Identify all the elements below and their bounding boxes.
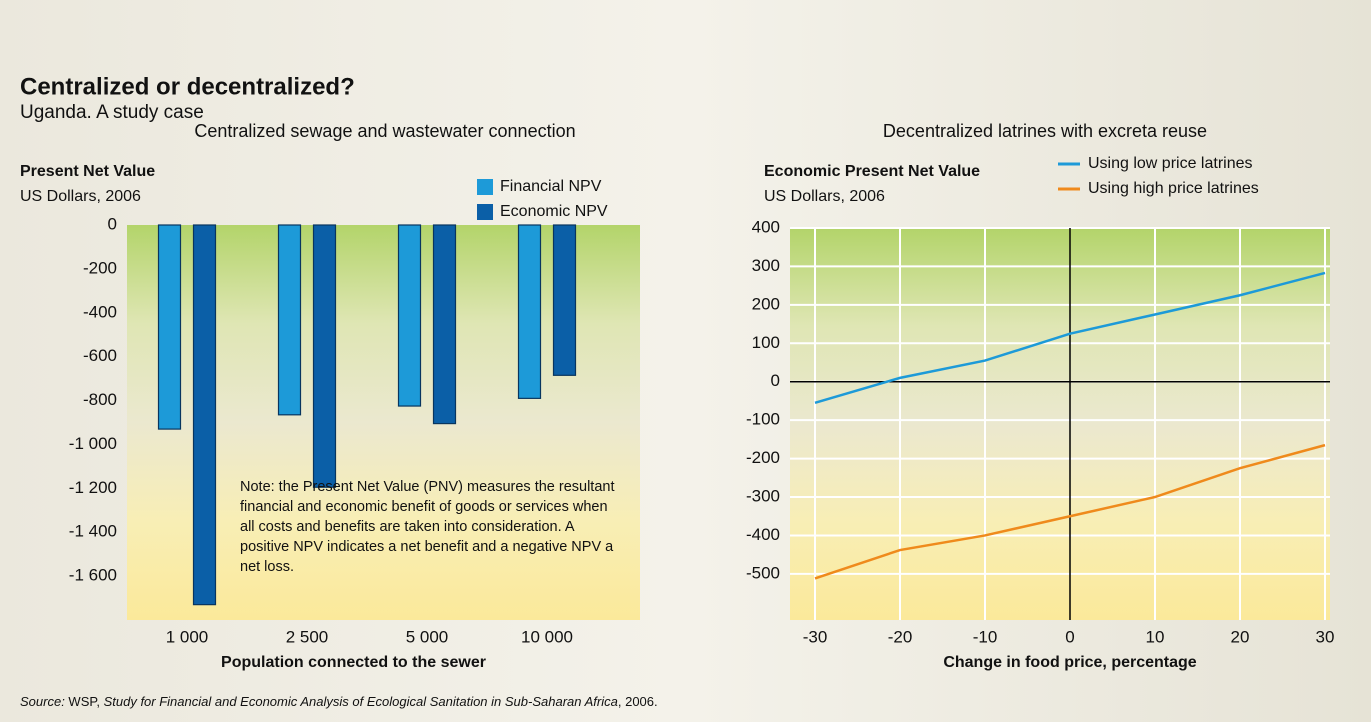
y-tick-label: 0 <box>771 371 780 390</box>
source-part: , <box>96 694 103 709</box>
bar <box>312 224 337 488</box>
y-axis-unit: US Dollars, 2006 <box>20 188 141 205</box>
y-tick-label: -600 <box>83 346 117 365</box>
y-tick-label: 400 <box>752 217 780 236</box>
page-subtitle: Uganda. A study case <box>20 102 204 123</box>
x-tick-label: 2 500 <box>286 627 329 646</box>
legend-label: Using low price latrines <box>1088 155 1253 172</box>
y-tick-label: -1 200 <box>69 478 117 497</box>
y-tick-label: -1 600 <box>69 566 117 585</box>
legend-label: Financial NPV <box>500 178 602 195</box>
x-tick-label: -30 <box>803 627 828 646</box>
y-tick-label: -400 <box>746 525 780 544</box>
legend-label: Using high price latrines <box>1088 180 1259 197</box>
x-tick-label: 5 000 <box>406 627 449 646</box>
x-tick-label: 10 <box>1146 627 1165 646</box>
legend-label: Economic NPV <box>500 203 608 220</box>
y-tick-label: -400 <box>83 302 117 321</box>
x-tick-label: 0 <box>1065 627 1074 646</box>
y-tick-label: 300 <box>752 256 780 275</box>
x-tick-label: -10 <box>973 627 998 646</box>
y-tick-label: -300 <box>746 487 780 506</box>
bar <box>397 224 422 407</box>
bar <box>517 224 542 399</box>
x-axis-title: Population connected to the sewer <box>221 654 486 671</box>
x-tick-label: -20 <box>888 627 913 646</box>
y-tick-label: -100 <box>746 410 780 429</box>
x-tick-label: 20 <box>1231 627 1250 646</box>
note: Note: the Present Net Value (PNV) measur… <box>240 479 615 575</box>
legend-swatch <box>477 179 493 195</box>
line-series <box>814 271 1326 405</box>
y-tick-label: 0 <box>108 214 117 233</box>
source-part: Study for Financial and Economic Analysi… <box>104 694 618 709</box>
x-tick-label: 30 <box>1316 627 1335 646</box>
plot-area <box>790 228 1330 620</box>
bar <box>552 224 577 376</box>
y-tick-label: 200 <box>752 294 780 313</box>
y-axis-title: Present Net Value <box>20 163 155 180</box>
y-axis-unit: US Dollars, 2006 <box>764 188 885 205</box>
y-axis-title: Economic Present Net Value <box>764 163 980 180</box>
x-tick-label: 10 000 <box>521 627 573 646</box>
note-box: Note: the Present Net Value (PNV) measur… <box>240 479 615 575</box>
x-tick-label: 1 000 <box>166 627 209 646</box>
bar <box>277 224 302 416</box>
chart-title: Decentralized latrines with excreta reus… <box>883 121 1207 141</box>
bar <box>432 224 457 425</box>
source-part: WSP <box>68 694 97 709</box>
legend-swatch <box>477 204 493 220</box>
x-axis-title: Change in food price, percentage <box>943 654 1196 671</box>
y-tick-label: -800 <box>83 390 117 409</box>
page-title: Centralized or decentralized? <box>20 73 355 100</box>
bar <box>157 224 182 430</box>
bar <box>192 224 217 606</box>
y-tick-label: -1 000 <box>69 434 117 453</box>
y-tick-label: 100 <box>752 333 780 352</box>
source: Source: WSP, Study for Financial and Eco… <box>20 694 658 709</box>
chart-title: Centralized sewage and wastewater connec… <box>194 121 575 141</box>
y-tick-label: -500 <box>746 563 780 582</box>
source-part: , 2006. <box>618 694 658 709</box>
y-tick-label: -200 <box>746 448 780 467</box>
line-series <box>814 443 1326 580</box>
source-part: Source: <box>20 694 68 709</box>
y-tick-label: -200 <box>83 258 117 277</box>
y-tick-label: -1 400 <box>69 522 117 541</box>
